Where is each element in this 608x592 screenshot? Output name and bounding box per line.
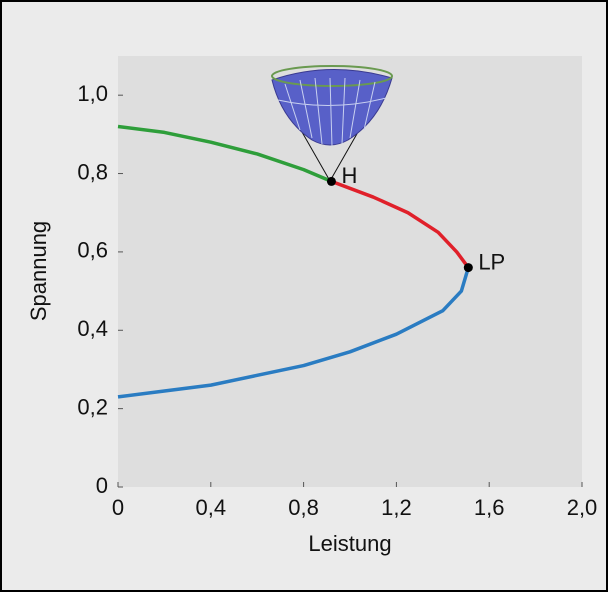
y-tick-label: 1,0: [77, 81, 108, 106]
chart: Leistung Spannung 0 0,4 0,8 1,2 1,6 2,0 0 0,2 0,…: [0, 0, 608, 592]
x-tick-label: 0,4: [196, 495, 227, 520]
x-tick-label: 0,8: [288, 495, 319, 520]
x-tick-label: 1,2: [381, 495, 412, 520]
x-tick-label: 0: [112, 495, 124, 520]
x-tick-label: 2,0: [567, 495, 598, 520]
point: [464, 263, 473, 272]
y-tick-label: 0,2: [77, 394, 108, 419]
x-tick-label: 1,6: [474, 495, 505, 520]
point: [327, 177, 336, 186]
page: Leistung Spannung 0 0,4 0,8 1,2 1,6 2,0 0 0,2 0,…: [0, 0, 608, 592]
x-axis-label: Leistung: [308, 531, 391, 556]
y-tick-label: 0,6: [77, 238, 108, 263]
y-tick-label: 0: [96, 473, 108, 498]
point-label: H: [341, 163, 357, 188]
y-tick-label: 0,4: [77, 316, 108, 341]
y-tick-label: 0,8: [77, 159, 108, 184]
y-axis-label: Spannung: [26, 221, 51, 321]
point-label: LP: [478, 249, 505, 274]
